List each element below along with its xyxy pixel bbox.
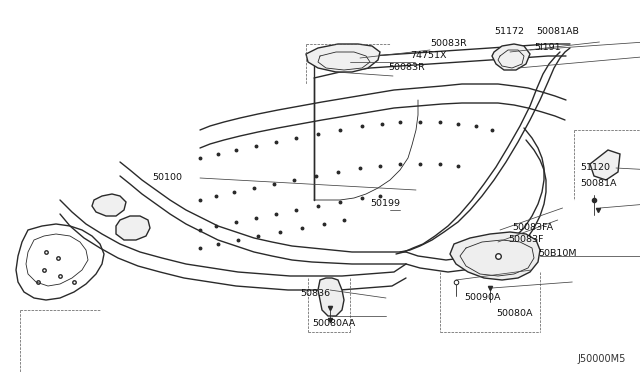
Text: 50083F: 50083F xyxy=(508,235,543,244)
Text: 50081AB: 50081AB xyxy=(536,28,579,36)
Text: 50083R: 50083R xyxy=(430,39,467,48)
Text: J50000M5: J50000M5 xyxy=(578,354,626,364)
Text: 50083R: 50083R xyxy=(388,64,425,73)
Polygon shape xyxy=(306,44,380,72)
Polygon shape xyxy=(92,194,126,216)
Text: 50100: 50100 xyxy=(152,173,182,183)
Text: 51172: 51172 xyxy=(494,28,524,36)
Text: 50B10M: 50B10M xyxy=(538,250,577,259)
Text: 50081A: 50081A xyxy=(580,180,616,189)
Polygon shape xyxy=(450,232,540,280)
Text: 51120: 51120 xyxy=(580,164,610,173)
Polygon shape xyxy=(492,44,530,70)
Text: 50090A: 50090A xyxy=(464,294,500,302)
Text: 50083FA: 50083FA xyxy=(512,224,553,232)
Text: 50080A: 50080A xyxy=(496,310,532,318)
Text: 50836: 50836 xyxy=(300,289,330,298)
Polygon shape xyxy=(590,150,620,180)
Polygon shape xyxy=(116,216,150,240)
Polygon shape xyxy=(318,278,344,316)
Text: 50199: 50199 xyxy=(370,199,400,208)
Text: 50080AA: 50080AA xyxy=(312,320,355,328)
Text: 74751X: 74751X xyxy=(410,51,447,61)
Text: 5l191: 5l191 xyxy=(534,44,561,52)
